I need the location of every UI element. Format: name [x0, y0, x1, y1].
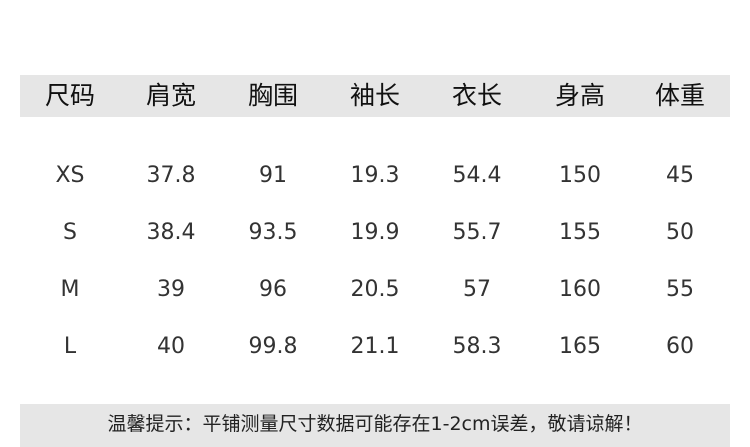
table-cell: 93.5 — [248, 220, 298, 245]
table-cell: 99.8 — [248, 334, 298, 359]
column-header: 肩宽 — [145, 81, 196, 110]
table-cell: 60 — [666, 334, 694, 359]
table-row: XS 37.8 91 19.3 54.4 150 45 — [0, 161, 750, 191]
table-cell: 20.5 — [350, 277, 400, 302]
table-cell: 150 — [559, 163, 601, 188]
column-header: 体重 — [654, 81, 705, 110]
table-cell: 39 — [157, 277, 185, 302]
table-cell: 91 — [259, 163, 287, 188]
table-cell: 19.3 — [350, 163, 400, 188]
table-cell: 45 — [666, 163, 694, 188]
table-row: M 39 96 20.5 57 160 55 — [0, 275, 750, 305]
table-cell: 55 — [666, 277, 694, 302]
table-cell: 160 — [559, 277, 601, 302]
table-cell: 19.9 — [350, 220, 400, 245]
table-cell: 40 — [157, 334, 185, 359]
table-cell: 155 — [559, 220, 601, 245]
table-cell: 96 — [259, 277, 287, 302]
column-header: 胸围 — [247, 81, 298, 110]
column-header: 身高 — [554, 81, 605, 110]
table-cell: S — [63, 220, 77, 245]
table-cell: M — [60, 277, 80, 302]
footer-note: 温馨提示：平铺测量尺寸数据可能存在1-2cm误差，敬请谅解！ — [20, 404, 730, 447]
table-row: L 40 99.8 21.1 58.3 165 60 — [0, 332, 750, 362]
table-cell: 54.4 — [452, 163, 502, 188]
column-header: 袖长 — [349, 81, 400, 110]
table-row: S 38.4 93.5 19.9 55.7 155 50 — [0, 218, 750, 248]
column-header: 尺码 — [44, 81, 95, 110]
table-header: 尺码 肩宽 胸围 袖长 衣长 身高 体重 — [20, 75, 730, 117]
table-cell: 58.3 — [452, 334, 502, 359]
table-cell: 55.7 — [452, 220, 502, 245]
column-header: 衣长 — [451, 81, 502, 110]
table-cell: 50 — [666, 220, 694, 245]
table-cell: 165 — [559, 334, 601, 359]
table-cell: 57 — [463, 277, 491, 302]
table-cell: 38.4 — [146, 220, 196, 245]
table-cell: 21.1 — [350, 334, 400, 359]
table-cell: XS — [55, 163, 85, 188]
table-cell: L — [63, 334, 77, 359]
table-cell: 37.8 — [146, 163, 196, 188]
